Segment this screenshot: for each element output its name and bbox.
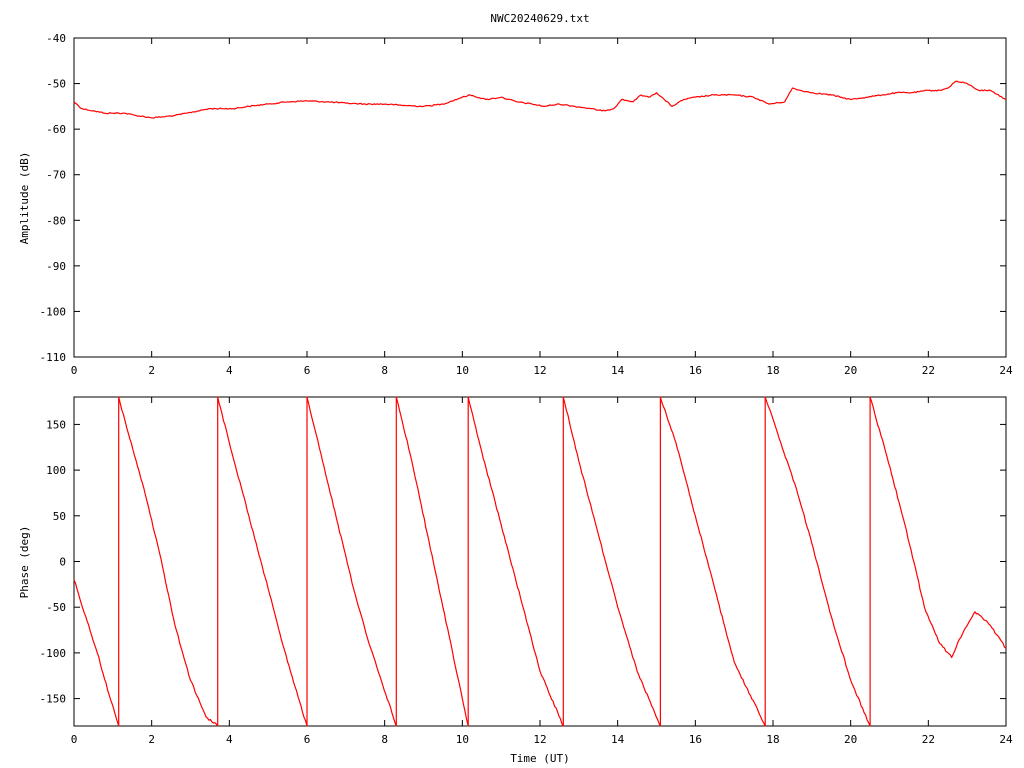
x-tick-label: 6: [304, 733, 311, 746]
y-tick-label: 100: [46, 464, 66, 477]
y-tick-label: -70: [46, 169, 66, 182]
x-tick-label: 8: [381, 364, 388, 377]
x-axis-title: Time (UT): [510, 752, 570, 765]
x-tick-label: 0: [71, 364, 78, 377]
y-tick-label: -110: [40, 351, 67, 364]
x-tick-label: 14: [611, 364, 625, 377]
x-tick-label: 4: [226, 733, 233, 746]
x-tick-label: 12: [533, 364, 546, 377]
y-tick-label: -150: [40, 693, 67, 706]
x-tick-label: 20: [844, 364, 857, 377]
x-tick-label: 2: [148, 733, 155, 746]
y-tick-label: -100: [40, 647, 67, 660]
y-axis-title: Phase (deg): [18, 526, 31, 599]
y-tick-label: -40: [46, 32, 66, 45]
y-tick-label: 0: [59, 556, 66, 569]
x-tick-label: 2: [148, 364, 155, 377]
x-tick-label: 24: [999, 733, 1013, 746]
y-axis-title: Amplitude (dB): [18, 152, 31, 245]
y-tick-label: -60: [46, 123, 66, 136]
phase-panel: 0 2 4 6 8 10 12 14 16 18 20 22 24150100500-50-100-15…: [18, 396, 1013, 765]
x-tick-label: 16: [689, 733, 702, 746]
y-tick-label: -50: [46, 78, 66, 91]
x-tick-label: 10: [456, 733, 469, 746]
x-tick-label: 6: [304, 364, 311, 377]
x-tick-label: 8: [381, 733, 388, 746]
y-tick-label: -100: [40, 305, 67, 318]
x-tick-label: 10: [456, 364, 469, 377]
x-tick-label: 18: [766, 364, 779, 377]
x-tick-label: 22: [922, 733, 935, 746]
y-tick-label: -90: [46, 260, 66, 273]
x-tick-label: 16: [689, 364, 702, 377]
chart-title: NWC20240629.txt: [490, 12, 589, 25]
y-tick-label: -50: [46, 601, 66, 614]
x-tick-label: 12: [533, 733, 546, 746]
x-tick-label: 20: [844, 733, 857, 746]
y-tick-label: -80: [46, 214, 66, 227]
series-line: [73, 80, 1007, 119]
series-line: [73, 396, 1007, 727]
y-tick-label: 150: [46, 418, 66, 431]
x-tick-label: 14: [611, 733, 625, 746]
x-tick-label: 18: [766, 733, 779, 746]
x-tick-label: 4: [226, 364, 233, 377]
y-tick-label: 50: [53, 510, 66, 523]
x-tick-label: 24: [999, 364, 1013, 377]
amplitude-panel: 0 2 4 6 8 10 12 14 16 18 20 22 24-40-50-60-70-80-90-…: [18, 32, 1013, 377]
x-tick-label: 22: [922, 364, 935, 377]
x-tick-label: 0: [71, 733, 78, 746]
